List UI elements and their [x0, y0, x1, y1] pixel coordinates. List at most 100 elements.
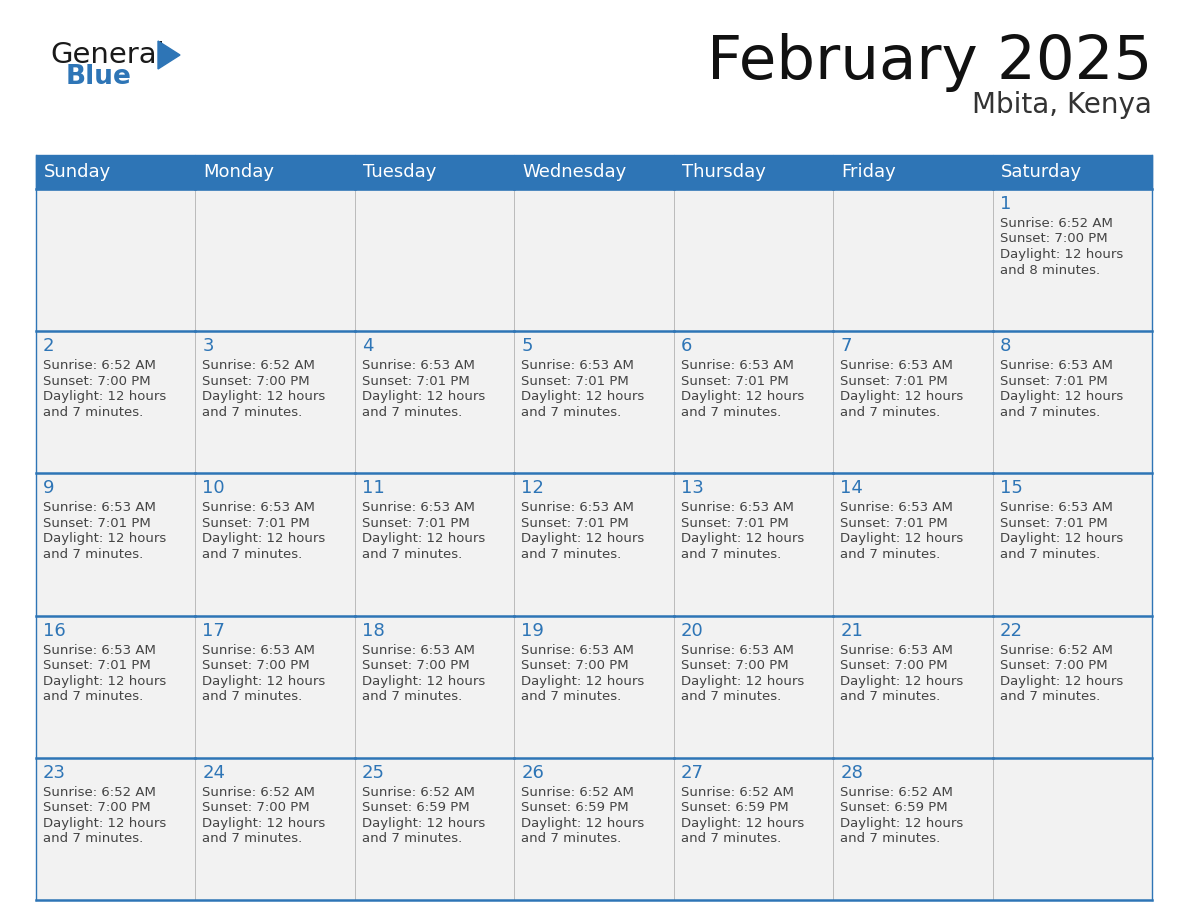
Text: 28: 28 — [840, 764, 862, 782]
Text: Sunrise: 6:53 AM: Sunrise: 6:53 AM — [999, 501, 1112, 514]
Text: and 7 minutes.: and 7 minutes. — [840, 833, 941, 845]
Text: Mbita, Kenya: Mbita, Kenya — [972, 91, 1152, 119]
Bar — [355, 155, 514, 189]
Text: 24: 24 — [202, 764, 226, 782]
Text: 25: 25 — [362, 764, 385, 782]
Text: Daylight: 12 hours: Daylight: 12 hours — [362, 817, 485, 830]
Text: Sunset: 7:01 PM: Sunset: 7:01 PM — [522, 375, 628, 387]
Text: Daylight: 12 hours: Daylight: 12 hours — [522, 675, 645, 688]
Text: Daylight: 12 hours: Daylight: 12 hours — [43, 675, 166, 688]
Text: Sunset: 7:01 PM: Sunset: 7:01 PM — [362, 375, 469, 387]
Text: Daylight: 12 hours: Daylight: 12 hours — [202, 675, 326, 688]
Text: 14: 14 — [840, 479, 862, 498]
Text: Sunrise: 6:52 AM: Sunrise: 6:52 AM — [202, 786, 315, 799]
Text: 2: 2 — [43, 337, 55, 355]
Bar — [674, 616, 833, 757]
Text: 23: 23 — [43, 764, 67, 782]
Text: Sunset: 7:00 PM: Sunset: 7:00 PM — [202, 659, 310, 672]
Text: Sunrise: 6:52 AM: Sunrise: 6:52 AM — [999, 644, 1112, 656]
Bar — [674, 474, 833, 616]
Bar — [514, 474, 674, 616]
Bar — [674, 331, 833, 474]
Bar — [674, 757, 833, 900]
Text: and 7 minutes.: and 7 minutes. — [681, 406, 781, 419]
Bar — [196, 757, 355, 900]
Text: Sunrise: 6:53 AM: Sunrise: 6:53 AM — [362, 644, 475, 656]
Text: Sunset: 7:01 PM: Sunset: 7:01 PM — [999, 517, 1107, 530]
Text: 4: 4 — [362, 337, 373, 355]
Bar — [196, 331, 355, 474]
Text: Sunset: 6:59 PM: Sunset: 6:59 PM — [681, 801, 789, 814]
Bar — [514, 331, 674, 474]
Text: Sunrise: 6:52 AM: Sunrise: 6:52 AM — [43, 786, 156, 799]
Bar — [833, 189, 992, 331]
Text: Daylight: 12 hours: Daylight: 12 hours — [681, 390, 804, 403]
Text: Sunset: 7:01 PM: Sunset: 7:01 PM — [43, 517, 151, 530]
Text: 3: 3 — [202, 337, 214, 355]
Text: 26: 26 — [522, 764, 544, 782]
Bar — [992, 331, 1152, 474]
Text: Sunrise: 6:52 AM: Sunrise: 6:52 AM — [999, 217, 1112, 230]
Text: and 7 minutes.: and 7 minutes. — [999, 548, 1100, 561]
Text: Wednesday: Wednesday — [523, 163, 626, 181]
Text: Sunset: 7:01 PM: Sunset: 7:01 PM — [999, 375, 1107, 387]
Text: Sunrise: 6:53 AM: Sunrise: 6:53 AM — [522, 644, 634, 656]
Text: Sunset: 7:01 PM: Sunset: 7:01 PM — [362, 517, 469, 530]
Text: Sunset: 7:01 PM: Sunset: 7:01 PM — [681, 375, 789, 387]
Text: and 7 minutes.: and 7 minutes. — [362, 406, 462, 419]
Text: Daylight: 12 hours: Daylight: 12 hours — [840, 675, 963, 688]
Text: 8: 8 — [999, 337, 1011, 355]
Bar — [196, 189, 355, 331]
Text: Sunrise: 6:53 AM: Sunrise: 6:53 AM — [43, 501, 156, 514]
Text: Sunrise: 6:53 AM: Sunrise: 6:53 AM — [681, 501, 794, 514]
Polygon shape — [158, 41, 181, 69]
Text: 11: 11 — [362, 479, 385, 498]
Text: and 7 minutes.: and 7 minutes. — [681, 690, 781, 703]
Text: Sunset: 7:00 PM: Sunset: 7:00 PM — [840, 659, 948, 672]
Text: and 7 minutes.: and 7 minutes. — [522, 548, 621, 561]
Text: Daylight: 12 hours: Daylight: 12 hours — [681, 532, 804, 545]
Text: and 7 minutes.: and 7 minutes. — [43, 833, 144, 845]
Text: 18: 18 — [362, 621, 385, 640]
Text: 17: 17 — [202, 621, 226, 640]
Text: 20: 20 — [681, 621, 703, 640]
Bar — [833, 757, 992, 900]
Text: and 7 minutes.: and 7 minutes. — [202, 690, 303, 703]
Bar — [196, 474, 355, 616]
Bar — [833, 155, 992, 189]
Text: 22: 22 — [999, 621, 1023, 640]
Bar — [36, 757, 196, 900]
Bar — [355, 757, 514, 900]
Text: and 7 minutes.: and 7 minutes. — [43, 406, 144, 419]
Text: Daylight: 12 hours: Daylight: 12 hours — [362, 390, 485, 403]
Bar — [514, 155, 674, 189]
Text: 15: 15 — [999, 479, 1023, 498]
Text: 1: 1 — [999, 195, 1011, 213]
Text: Sunday: Sunday — [44, 163, 112, 181]
Bar — [992, 757, 1152, 900]
Text: Daylight: 12 hours: Daylight: 12 hours — [840, 390, 963, 403]
Bar — [833, 474, 992, 616]
Text: Sunset: 7:01 PM: Sunset: 7:01 PM — [840, 375, 948, 387]
Text: Daylight: 12 hours: Daylight: 12 hours — [522, 390, 645, 403]
Text: Sunrise: 6:52 AM: Sunrise: 6:52 AM — [362, 786, 475, 799]
Text: 5: 5 — [522, 337, 532, 355]
Text: Daylight: 12 hours: Daylight: 12 hours — [999, 248, 1123, 261]
Text: Sunset: 7:01 PM: Sunset: 7:01 PM — [202, 517, 310, 530]
Text: and 7 minutes.: and 7 minutes. — [999, 690, 1100, 703]
Text: and 7 minutes.: and 7 minutes. — [362, 833, 462, 845]
Text: Sunrise: 6:53 AM: Sunrise: 6:53 AM — [202, 501, 315, 514]
Text: Sunset: 7:00 PM: Sunset: 7:00 PM — [43, 801, 151, 814]
Text: Daylight: 12 hours: Daylight: 12 hours — [43, 390, 166, 403]
Text: Daylight: 12 hours: Daylight: 12 hours — [43, 532, 166, 545]
Text: Daylight: 12 hours: Daylight: 12 hours — [522, 817, 645, 830]
Bar — [992, 155, 1152, 189]
Bar — [355, 474, 514, 616]
Text: Sunset: 6:59 PM: Sunset: 6:59 PM — [840, 801, 948, 814]
Text: Sunrise: 6:52 AM: Sunrise: 6:52 AM — [202, 359, 315, 372]
Text: and 7 minutes.: and 7 minutes. — [522, 833, 621, 845]
Bar — [355, 616, 514, 757]
Text: Daylight: 12 hours: Daylight: 12 hours — [362, 532, 485, 545]
Text: Sunrise: 6:52 AM: Sunrise: 6:52 AM — [840, 786, 953, 799]
Text: Sunset: 7:00 PM: Sunset: 7:00 PM — [202, 375, 310, 387]
